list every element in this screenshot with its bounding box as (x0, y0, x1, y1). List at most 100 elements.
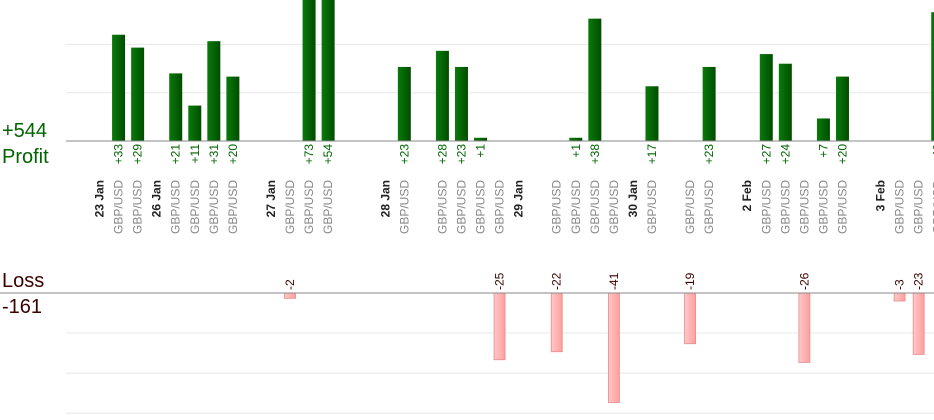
pair-label: GBP/USD (474, 180, 488, 234)
pair-label: GBP/USD (835, 180, 849, 234)
trade-bars (112, 0, 934, 403)
pair-label: GBP/USD (778, 180, 792, 234)
profit-value-label: +27 (759, 144, 773, 165)
date-label: 3 Feb (874, 180, 888, 211)
profit-value-label: +40 (931, 144, 934, 165)
category-labels: GBP/USD GBP/USD GBP/USD GBP/USD GBP/USD GBP/U… (93, 180, 934, 234)
profit-value-label: +11 (188, 144, 202, 164)
loss-label: Loss (2, 270, 44, 292)
profit-value-label: +1 (474, 144, 488, 158)
loss-value-label: -23 (912, 272, 926, 290)
profit-bar (207, 41, 221, 141)
pair-label: GBP/USD (397, 180, 411, 234)
profit-value-label: +21 (169, 144, 183, 165)
loss-bar (493, 292, 506, 361)
pair-label: GBP/USD (607, 180, 621, 234)
profit-bar (454, 66, 468, 141)
date-label: 23 Jan (93, 180, 107, 217)
pair-label: GBP/USD (893, 180, 907, 234)
profit-bar (588, 18, 602, 141)
pair-label: GBP/USD (435, 180, 449, 234)
pair-label: GBP/USD (188, 180, 202, 234)
loss-bar (550, 292, 563, 353)
profit-value-label: +1 (569, 144, 583, 158)
loss-value-label: -26 (797, 272, 811, 290)
profit-bar (302, 0, 316, 141)
pair-label: GBP/USD (550, 180, 564, 234)
pair-label: GBP/USD (759, 180, 773, 234)
profit-bar (169, 73, 183, 141)
pair-label: GBP/USD (454, 180, 468, 234)
pair-label: GBP/USD (645, 180, 659, 234)
profit-value-label: +17 (645, 144, 659, 165)
profit-value-label: +31 (207, 144, 221, 165)
pair-label: GBP/USD (569, 180, 583, 234)
pair-label: GBP/USD (112, 180, 126, 234)
profit-bar (759, 54, 773, 142)
profit-value-label: +23 (397, 144, 411, 165)
loss-total: -161 (2, 296, 42, 318)
date-label: 26 Jan (150, 180, 164, 217)
profit-bar (474, 137, 488, 141)
loss-value-label: -41 (607, 272, 621, 290)
loss-value-label: -19 (683, 272, 697, 290)
profit-bar (702, 66, 716, 141)
pair-label: GBP/USD (131, 180, 145, 234)
loss-bar (607, 292, 620, 403)
profit-value-label: +20 (835, 144, 849, 165)
loss-bar (284, 292, 296, 299)
axis-lines (0, 140, 934, 294)
value-labels: +33 +29 +21 +11 +31 +20 -2 +73 +54 +23 +28 +23 +1 -25… (112, 144, 934, 290)
pair-label: GBP/USD (797, 180, 811, 234)
profit-bar (778, 63, 792, 141)
loss-bar (684, 292, 696, 345)
profit-bar (397, 66, 411, 141)
profit-value-label: +23 (454, 144, 468, 165)
profit-bar (112, 34, 126, 141)
pair-label: GBP/USD (226, 180, 240, 234)
profit-value-label: +24 (778, 144, 792, 165)
profit-bar (931, 12, 934, 142)
pair-label: GBP/USD (321, 180, 335, 234)
profit-value-label: +73 (302, 144, 316, 165)
pair-label: GBP/USD (283, 180, 297, 234)
pair-label: GBP/USD (931, 180, 934, 234)
pair-label: GBP/USD (302, 180, 316, 234)
profit-bar (188, 105, 202, 141)
profit-bar (835, 76, 849, 141)
profit-value-label: +54 (321, 144, 335, 165)
pair-label: GBP/USD (816, 180, 830, 234)
loss-bar (893, 292, 906, 302)
profit-value-label: +7 (816, 144, 830, 158)
profit-value-label: +28 (435, 144, 449, 165)
loss-value-label: -25 (493, 272, 507, 290)
profit-bar (645, 86, 659, 141)
pair-label: GBP/USD (702, 180, 716, 234)
profit-value-label: +20 (226, 144, 240, 165)
pair-label: GBP/USD (588, 180, 602, 234)
pair-label: GBP/USD (207, 180, 221, 234)
loss-bar (798, 292, 811, 363)
profit-value-label: +23 (702, 144, 716, 165)
profit-label: Profit (2, 146, 49, 168)
profit-value-label: +33 (112, 144, 126, 165)
loss-bar (912, 292, 925, 355)
pair-label: GBP/USD (169, 180, 183, 234)
profit-bar (569, 137, 583, 141)
profit-value-label: +29 (131, 144, 145, 165)
date-label: 29 Jan (512, 180, 526, 217)
date-label: 30 Jan (626, 180, 640, 217)
date-label: 28 Jan (378, 180, 392, 217)
pair-label: GBP/USD (683, 180, 697, 234)
profit-bar (435, 50, 449, 142)
profit-bar (226, 76, 240, 141)
date-label: 2 Feb (740, 180, 754, 211)
loss-value-label: -22 (550, 272, 564, 290)
profit-value-label: +38 (588, 144, 602, 165)
profit-bar (321, 0, 335, 141)
profit-total: +544 (2, 120, 47, 142)
pair-label: GBP/USD (493, 180, 507, 234)
date-label: 27 Jan (264, 180, 278, 217)
loss-value-label: -2 (283, 279, 297, 290)
